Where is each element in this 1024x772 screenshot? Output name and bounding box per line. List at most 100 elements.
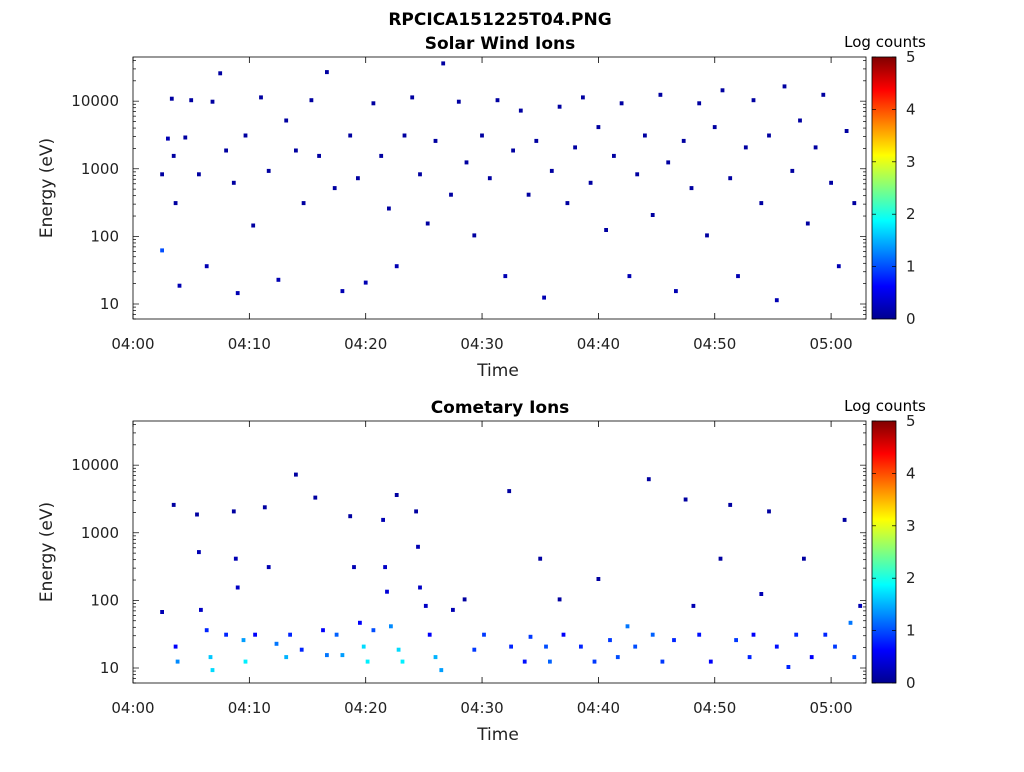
spectrogram-cell xyxy=(619,101,624,106)
x-tick-label: 04:20 xyxy=(344,699,387,717)
x-axis-label: Time xyxy=(476,361,519,381)
spectrogram-cell xyxy=(691,603,696,608)
spectrogram-cell xyxy=(381,517,385,522)
colorbar-tick-label: 1 xyxy=(906,258,916,276)
spectrogram-cell xyxy=(416,544,420,549)
spectrogram-cell xyxy=(441,61,446,66)
y-tick-label: 100 xyxy=(90,227,119,245)
spectrogram-cell xyxy=(518,108,523,113)
spectrogram-cell xyxy=(608,638,612,643)
colorbar-tick-label: 1 xyxy=(906,622,916,640)
spectrogram-cell xyxy=(284,655,289,660)
panel-solar-wind-ions: Solar Wind Ions Log counts Energy (eV) T… xyxy=(37,33,926,381)
spectrogram-cell xyxy=(747,655,752,660)
spectrogram-cell xyxy=(658,92,663,97)
x-tick-label: 04:10 xyxy=(228,699,271,717)
spectrogram-cell xyxy=(774,298,779,303)
spectrogram-cell xyxy=(259,95,263,100)
spectrogram-cell xyxy=(266,168,271,173)
spectrogram-cell xyxy=(266,565,271,570)
spectrogram-cell xyxy=(557,104,562,109)
spectrogram-cell xyxy=(635,172,640,177)
spectrogram-cell xyxy=(573,145,577,150)
spectrogram-cell xyxy=(487,176,492,181)
x-tick-label: 04:50 xyxy=(693,335,736,353)
spectrogram-cell xyxy=(177,283,182,288)
spectrogram-cell xyxy=(759,592,764,596)
spectrogram-cell xyxy=(243,133,248,138)
spectrogram-cell xyxy=(224,632,228,637)
spectrogram-cell xyxy=(356,176,360,181)
spectrogram-cell xyxy=(650,632,655,637)
panel-title: Solar Wind Ions xyxy=(425,34,576,54)
spectrogram-cell xyxy=(627,274,632,279)
spectrogram-cell xyxy=(821,92,826,97)
spectrogram-cell xyxy=(581,95,585,100)
colorbar-tick-label: 3 xyxy=(906,517,916,535)
spectrogram-cell xyxy=(495,98,500,103)
spectrogram-cell xyxy=(195,512,199,517)
spectrogram-cell xyxy=(361,644,366,649)
spectrogram-cell xyxy=(189,98,194,103)
spectrogram-cell xyxy=(612,153,616,158)
spectrogram-cell xyxy=(596,577,601,581)
spectrogram-cell xyxy=(472,647,477,652)
spectrogram-cell xyxy=(782,84,787,89)
spectrogram-cell xyxy=(809,655,814,660)
spectrogram-cell xyxy=(321,628,325,633)
spectrogram-cell xyxy=(697,632,702,637)
x-tick-label: 04:30 xyxy=(460,699,503,717)
spectrogram-cell xyxy=(802,556,806,561)
spectrogram-cell xyxy=(548,659,552,664)
spectrogram-cell xyxy=(544,644,548,649)
plot-area xyxy=(133,57,866,319)
panel-title: Cometary Ions xyxy=(431,398,570,418)
spectrogram-cell xyxy=(288,632,292,637)
y-tick-label: 1000 xyxy=(81,160,119,178)
spectrogram-cell xyxy=(379,153,384,158)
colorbar-tick-label: 4 xyxy=(906,100,916,118)
spectrogram-cell xyxy=(340,653,345,658)
spectrogram-cell xyxy=(604,228,608,232)
spectrogram-cell xyxy=(852,655,857,660)
x-tick-label: 05:00 xyxy=(809,699,852,717)
spectrogram-cell xyxy=(798,118,802,123)
spectrogram-cell xyxy=(503,274,508,279)
colorbar-tick-label: 2 xyxy=(906,205,916,223)
spectrogram-cell xyxy=(352,565,356,570)
y-axis-label: Energy (eV) xyxy=(37,502,57,602)
spectrogram-cell xyxy=(253,632,257,637)
plot-frame xyxy=(132,56,867,320)
x-tick-label: 04:00 xyxy=(111,699,154,717)
spectrogram-cell xyxy=(767,133,771,138)
spectrogram-cell xyxy=(204,628,209,633)
spectrogram-cell xyxy=(394,493,399,497)
spectrogram-cell xyxy=(456,99,461,104)
spectrogram-cell xyxy=(509,644,513,649)
spectrogram-cell xyxy=(646,477,651,482)
spectrogram-cell xyxy=(325,70,329,75)
spectrogram-cell xyxy=(697,101,702,106)
spectrogram-cell xyxy=(480,133,484,138)
spectrogram-cell xyxy=(371,101,376,106)
spectrogram-cell xyxy=(767,509,771,514)
spectrogram-cell xyxy=(592,659,597,664)
spectrogram-cell xyxy=(829,180,833,185)
colorbar-label: Log counts xyxy=(844,397,926,415)
spectrogram-cell xyxy=(751,98,756,103)
spectrogram-cell xyxy=(348,133,353,138)
spectrogram-cell xyxy=(400,659,405,664)
spectrogram-cell xyxy=(528,634,533,639)
spectrogram-cell xyxy=(387,206,391,211)
spectrogram-cell xyxy=(786,665,791,669)
spectrogram-cell xyxy=(294,148,298,153)
spectrogram-cell xyxy=(243,659,248,664)
spectrogram-cell xyxy=(751,632,756,637)
spectrogram-cell xyxy=(705,233,709,238)
spectrogram-cell xyxy=(175,659,180,664)
spectrogram-cell xyxy=(708,659,713,664)
spectrogram-cell xyxy=(588,180,593,185)
spectrogram-cell xyxy=(317,153,321,158)
spectrogram-cell xyxy=(844,129,849,133)
